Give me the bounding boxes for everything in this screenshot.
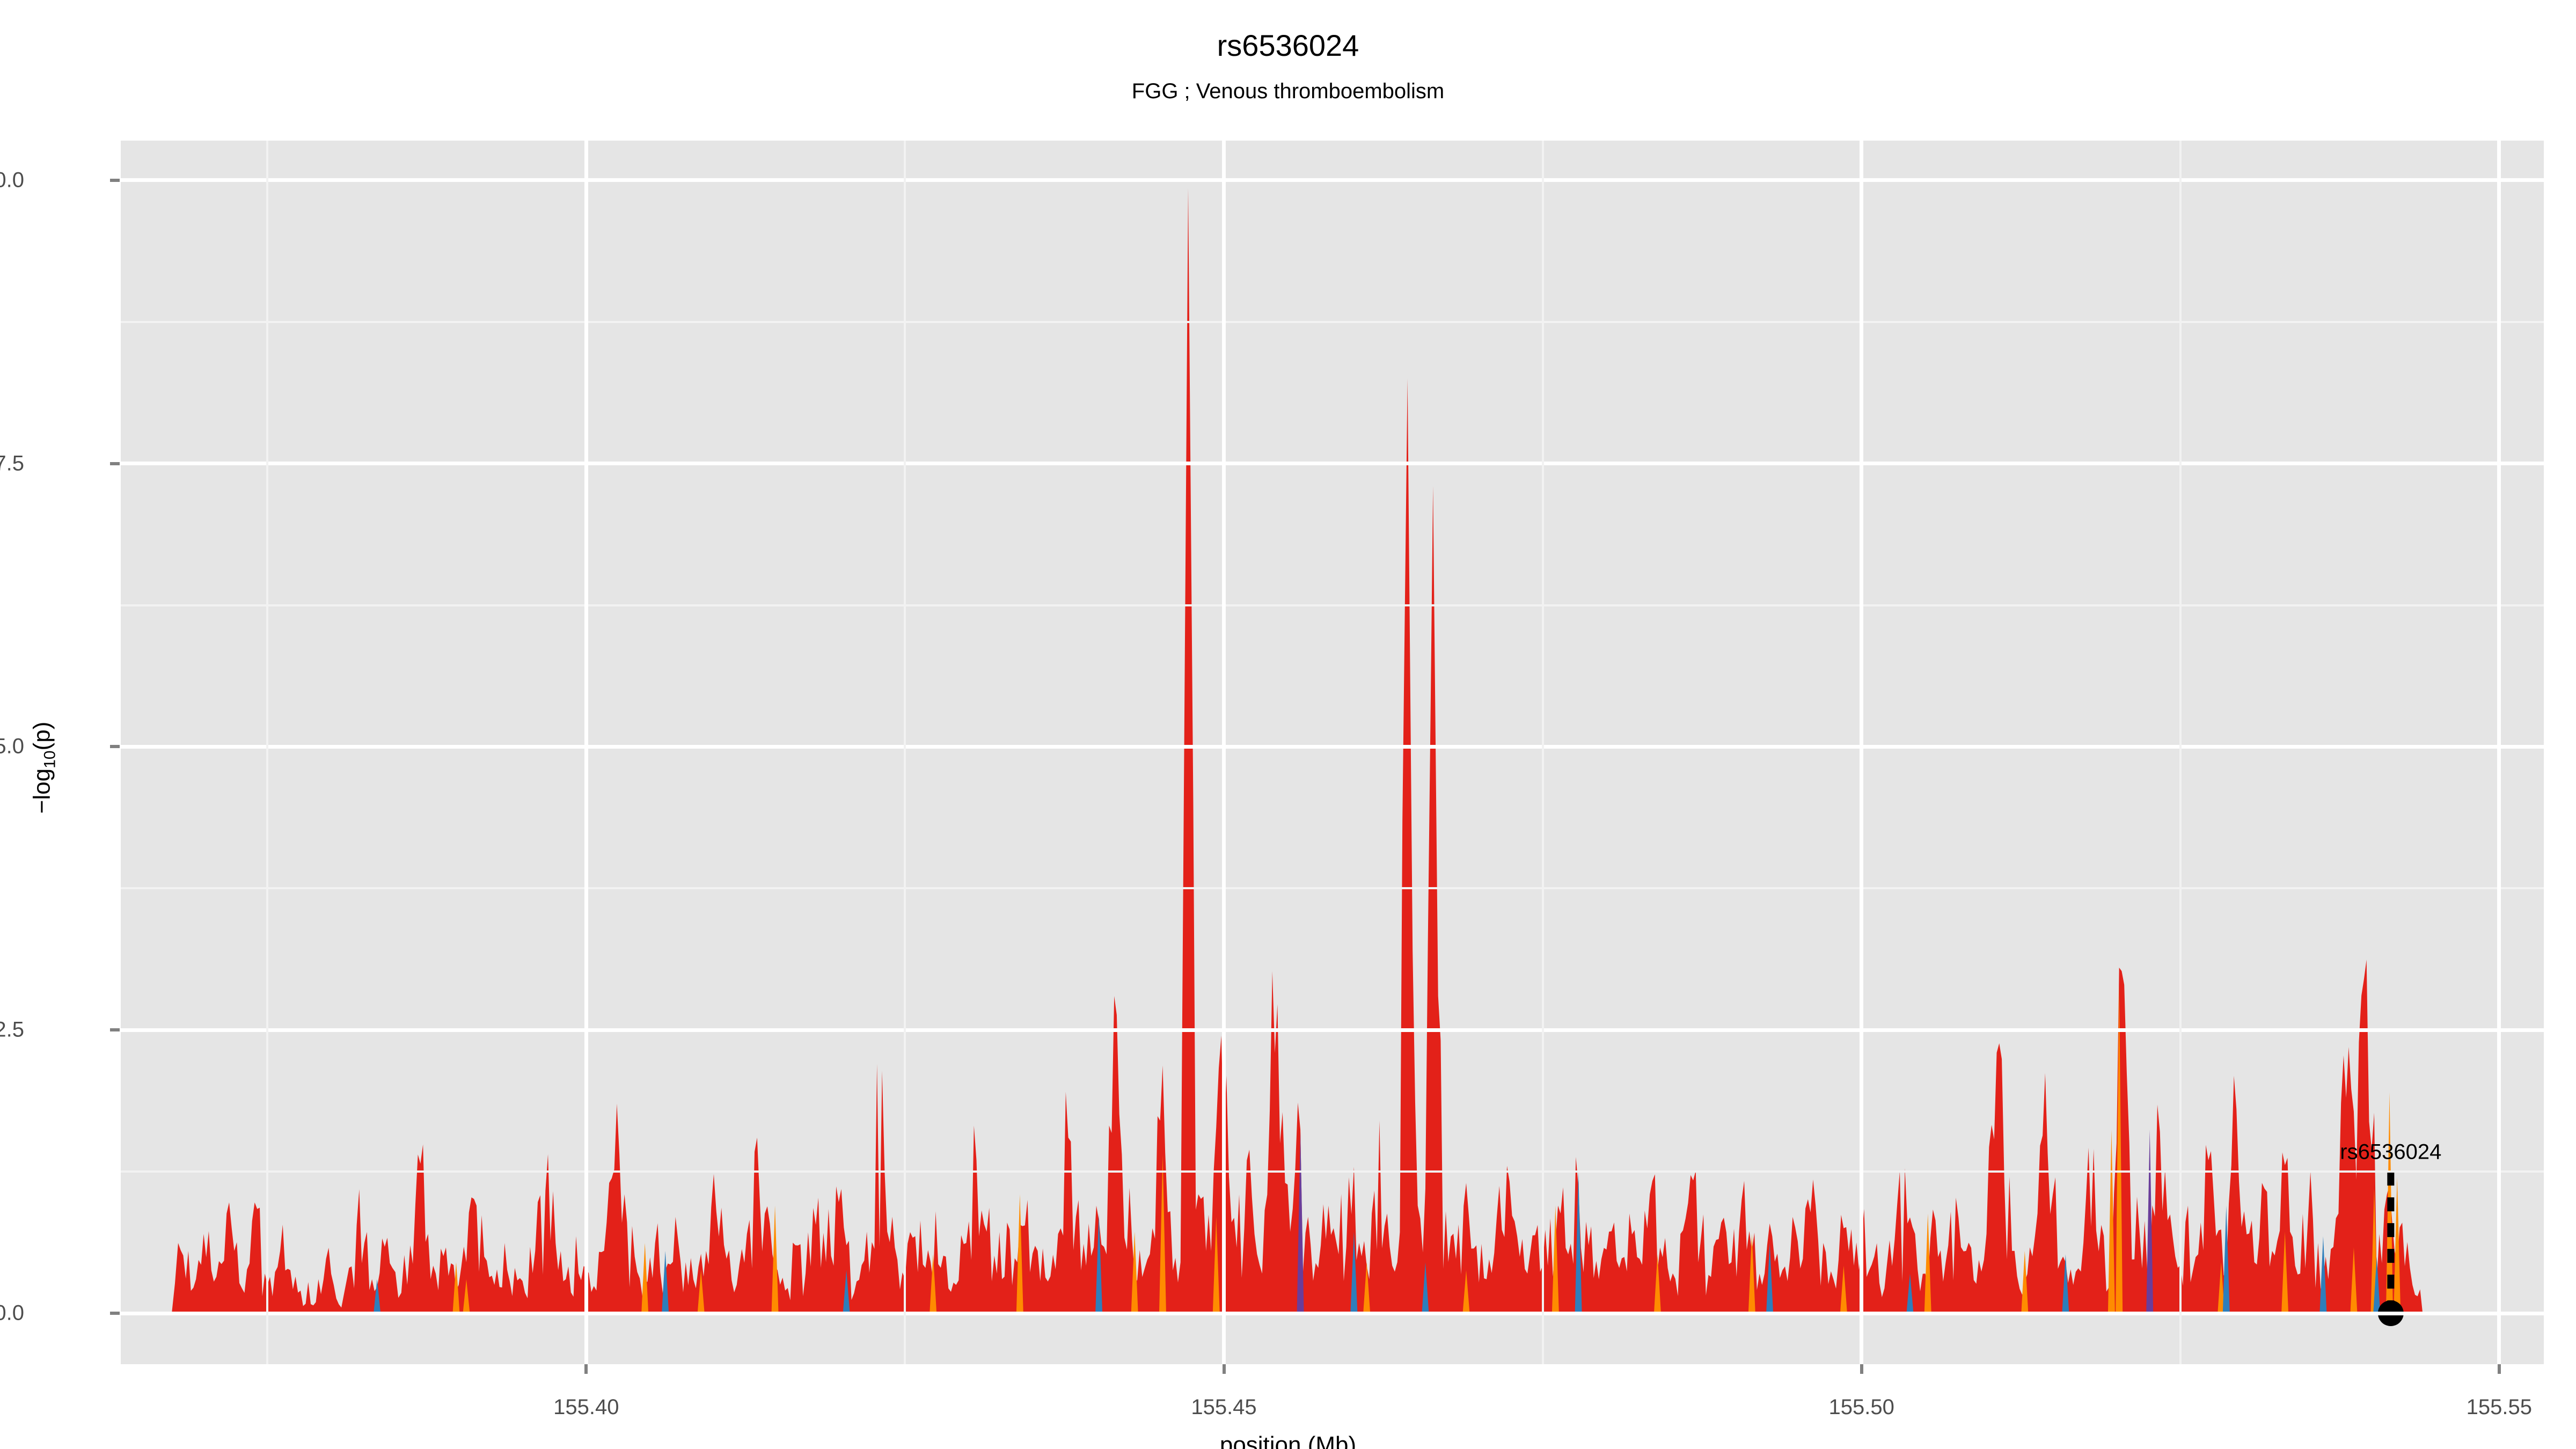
- spike-orange: [1363, 1262, 1371, 1313]
- page-subtitle: FGG ; Venous thromboembolism: [1131, 79, 1445, 103]
- plot-panel: [121, 141, 2544, 1364]
- plot-area: [172, 188, 2423, 1326]
- page-title: rs6536024: [1217, 28, 1359, 62]
- spike-blue: [1575, 1172, 1582, 1313]
- spike-orange: [2281, 1232, 2289, 1313]
- spike-orange: [2394, 1177, 2401, 1313]
- y-tick-label: 5.0: [0, 734, 24, 758]
- spike-blue: [1906, 1274, 1914, 1313]
- spike-orange: [452, 1262, 460, 1313]
- gridline-minor-y: [121, 320, 2544, 323]
- spike-blue: [662, 1250, 669, 1313]
- gridline-major-y: [121, 462, 2544, 466]
- y-tick-mark: [110, 1028, 120, 1032]
- spike-orange: [1924, 1213, 1931, 1313]
- spike-orange: [930, 1254, 937, 1313]
- gridline-major-x: [2497, 141, 2501, 1364]
- spike-blue: [2222, 1205, 2230, 1313]
- spike-orange: [463, 1279, 470, 1313]
- spike-orange: [641, 1243, 649, 1313]
- spike-orange: [1653, 1254, 1661, 1313]
- spike-orange: [1748, 1234, 1755, 1313]
- gridline-minor-x: [2179, 141, 2182, 1364]
- data-series-red: [172, 188, 2423, 1314]
- gridline-minor-x: [266, 141, 269, 1364]
- y-tick-mark: [110, 178, 120, 182]
- data-series-orange: [452, 984, 2401, 1313]
- spike-orange: [1016, 1194, 1023, 1313]
- spike-orange: [771, 1205, 779, 1313]
- spike-orange: [2021, 1250, 2029, 1313]
- x-tick-label: 155.40: [553, 1395, 619, 1419]
- x-tick-label: 155.55: [2466, 1395, 2532, 1419]
- gridline-major-x: [1860, 141, 1864, 1364]
- gridline-major-y: [121, 744, 2544, 749]
- spike-blue: [2373, 1256, 2381, 1313]
- spike-blue: [2062, 1254, 2069, 1313]
- spike-orange: [1462, 1270, 1470, 1313]
- spike-orange: [1840, 1265, 1847, 1313]
- y-tick-label: 7.5: [0, 451, 24, 475]
- x-tick-mark: [584, 1364, 588, 1374]
- gridline-major-x: [584, 141, 588, 1364]
- y-tick-label: 10.0: [0, 168, 24, 192]
- spike-blue: [2319, 1236, 2327, 1313]
- gridline-major-y: [121, 1028, 2544, 1032]
- x-tick-mark: [2497, 1364, 2501, 1374]
- spike-orange: [2218, 1262, 2225, 1313]
- spike-blue: [374, 1279, 381, 1313]
- spike-orange: [1212, 1217, 1220, 1313]
- gridline-minor-x: [1541, 141, 1544, 1364]
- y-tick-mark: [110, 745, 120, 749]
- y-tick-mark: [110, 462, 120, 465]
- spike-orange: [1131, 1232, 1138, 1313]
- gridline-minor-y: [121, 604, 2544, 606]
- x-tick-label: 155.45: [1191, 1395, 1257, 1419]
- spike-orange: [2116, 984, 2123, 1313]
- data-series-blue: [374, 1172, 2381, 1313]
- gridline-major-x: [1222, 141, 1226, 1364]
- spike-orange: [2107, 1130, 2115, 1313]
- spike-blue: [1766, 1243, 1774, 1313]
- gridline-major-y: [121, 178, 2544, 182]
- spike-orange: [1552, 1205, 1559, 1313]
- spike-purple: [2146, 1130, 2154, 1313]
- y-tick-mark: [110, 1312, 120, 1315]
- gridline-minor-y: [121, 887, 2544, 890]
- snp-annotation-label: rs6536024: [2340, 1140, 2442, 1164]
- spike-orange: [2350, 1247, 2358, 1313]
- gridline-minor-x: [904, 141, 906, 1364]
- spike-orange: [697, 1270, 705, 1313]
- spike-blue: [1422, 1262, 1429, 1313]
- spike-blue: [1095, 1213, 1103, 1313]
- spike-blue: [1350, 1232, 1358, 1313]
- y-tick-label: 2.5: [0, 1018, 24, 1042]
- gridline-major-y: [121, 1311, 2544, 1315]
- spike-purple: [1297, 1132, 1304, 1313]
- spike-orange: [1159, 1154, 1166, 1313]
- x-tick-label: 155.50: [1828, 1395, 1894, 1419]
- y-axis-label: −log10(p): [28, 721, 59, 814]
- y-tick-label: 0.0: [0, 1301, 24, 1325]
- gridline-minor-y: [121, 1170, 2544, 1173]
- x-tick-mark: [1222, 1364, 1226, 1374]
- data-series-purple: [1297, 1130, 2154, 1313]
- x-axis-label: position (Mb): [1219, 1432, 1357, 1449]
- x-tick-mark: [1860, 1364, 1863, 1374]
- spike-blue: [843, 1270, 850, 1313]
